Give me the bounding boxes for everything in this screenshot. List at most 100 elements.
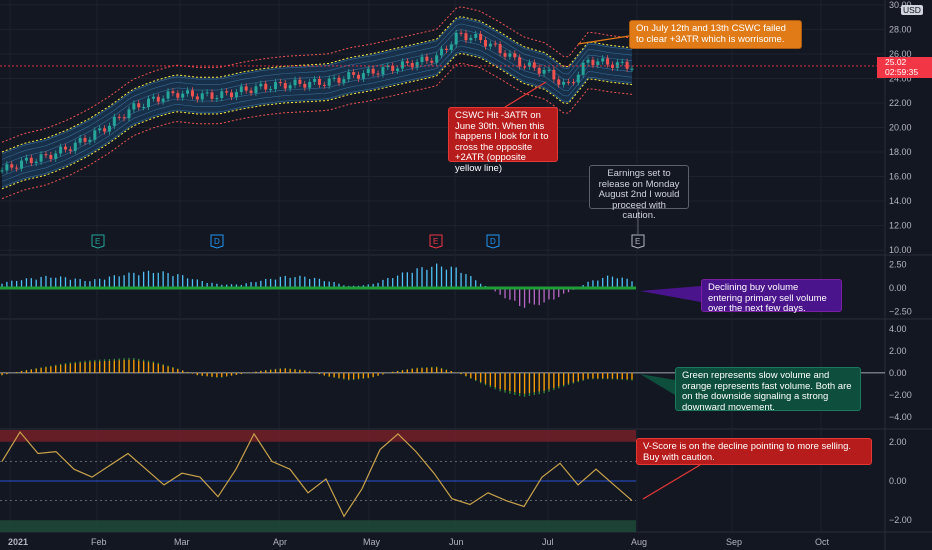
- candle-body: [54, 153, 58, 159]
- candle-body: [410, 63, 414, 68]
- candle-body: [161, 98, 165, 102]
- candle-body: [269, 89, 273, 91]
- candle-body: [190, 90, 194, 97]
- y-tick-label: 26.00: [889, 49, 912, 59]
- candle-body: [625, 61, 629, 69]
- atr-inner-line: [1, 45, 633, 182]
- candle-body: [381, 67, 385, 75]
- candle-body: [483, 40, 487, 47]
- candle-body: [420, 56, 424, 63]
- candle-body: [361, 73, 365, 79]
- annotation-slow-fast-volume[interactable]: Green represents slow volume and orange …: [675, 367, 861, 412]
- candle-body: [352, 72, 356, 75]
- y-tick-label: 24.00: [889, 73, 912, 83]
- candle-body: [10, 164, 14, 168]
- candle-body: [5, 164, 9, 171]
- candle-body: [342, 79, 346, 83]
- candle-body: [454, 32, 458, 45]
- y-tick-label: 16.00: [889, 172, 912, 182]
- callout-pointer: [642, 464, 701, 500]
- candle-body: [288, 85, 292, 89]
- x-tick-label: Feb: [91, 537, 107, 547]
- candle-body: [313, 78, 317, 82]
- candle-body: [171, 91, 175, 94]
- candle-body: [542, 69, 546, 74]
- y-tick-label: 30.00: [889, 0, 912, 10]
- atr-band-fill: [2, 16, 632, 189]
- candle-body: [44, 154, 48, 156]
- x-tick-label: May: [363, 537, 381, 547]
- y-tick-label: 14.00: [889, 196, 912, 206]
- annotation-vscore[interactable]: V-Score is on the decline pointing to mo…: [636, 438, 872, 465]
- annotation-buy-volume[interactable]: Declining buy volume entering primary se…: [701, 279, 842, 314]
- candle-body: [117, 116, 121, 118]
- candle-body: [391, 65, 395, 71]
- candle-body: [400, 61, 404, 69]
- candle-body: [147, 98, 151, 107]
- vscore-lower-zone: [0, 520, 636, 532]
- y-tick-label: 18.00: [889, 147, 912, 157]
- event-marker-label: D: [490, 237, 496, 246]
- annotation-atr-hit[interactable]: CSWC Hit -3ATR on June 30th. When this h…: [448, 107, 558, 173]
- candle-body: [469, 37, 473, 41]
- candle-body: [244, 86, 248, 91]
- candle-body: [527, 62, 531, 67]
- atr-inner-line: [1, 23, 633, 160]
- candle-body: [615, 62, 619, 68]
- candle-body: [596, 61, 600, 66]
- candle-body: [278, 82, 282, 84]
- band-plus2atr: [1, 16, 633, 153]
- y-tick-label: −4.00: [889, 412, 912, 422]
- candle-body: [620, 61, 624, 63]
- candle-body: [254, 86, 258, 94]
- candle-body: [186, 90, 190, 94]
- candle-body: [347, 72, 351, 80]
- candle-body: [273, 82, 277, 90]
- candle-body: [357, 74, 361, 79]
- candle-body: [366, 68, 370, 74]
- candle-body: [63, 146, 67, 150]
- candle-body: [532, 62, 536, 68]
- currency-label: USD: [901, 5, 923, 15]
- y-tick-label: 20.00: [889, 123, 912, 133]
- event-marker-earnings: [91, 234, 105, 249]
- candle-body: [93, 130, 97, 140]
- candle-body: [132, 103, 136, 110]
- candle-body: [15, 167, 19, 169]
- y-tick-label: 0.00: [889, 283, 907, 293]
- atr-inner-line: [1, 40, 633, 177]
- y-tick-label: 4.00: [889, 324, 907, 334]
- event-marker-earnings-negative: [429, 234, 443, 249]
- y-tick-label: 10.00: [889, 245, 912, 255]
- candle-body: [127, 109, 131, 119]
- candle-body: [435, 55, 439, 63]
- annotation-atr-fail[interactable]: On July 12th and 13th CSWC failed to cle…: [629, 20, 802, 49]
- annotation-earnings[interactable]: Earnings set to release on Monday August…: [589, 165, 689, 221]
- x-tick-label: Oct: [815, 537, 830, 547]
- candle-body: [205, 92, 209, 94]
- y-tick-label: 28.00: [889, 24, 912, 34]
- band-minus3atr: [1, 62, 633, 200]
- candle-body: [396, 68, 400, 71]
- candle-body: [195, 96, 199, 100]
- candle-body: [444, 48, 448, 50]
- y-tick-label: 0.00: [889, 476, 907, 486]
- candle-body: [308, 81, 312, 88]
- candle-body: [293, 79, 297, 86]
- candle-body: [220, 91, 224, 99]
- candle-body: [122, 117, 126, 119]
- candle-body: [0, 170, 4, 172]
- y-tick-label: 2.00: [889, 346, 907, 356]
- candle-body: [151, 96, 155, 99]
- candle-body: [39, 154, 43, 162]
- band-plus3atr: [1, 6, 633, 143]
- y-tick-label: −2.50: [889, 306, 912, 316]
- atr-inner-line: [1, 29, 633, 166]
- x-tick-label: Jun: [449, 537, 464, 547]
- candle-body: [557, 79, 561, 85]
- candle-body: [508, 53, 512, 57]
- vscore-upper-zone: [0, 430, 636, 442]
- x-tick-label: 2021: [8, 537, 28, 547]
- candle-body: [591, 59, 595, 66]
